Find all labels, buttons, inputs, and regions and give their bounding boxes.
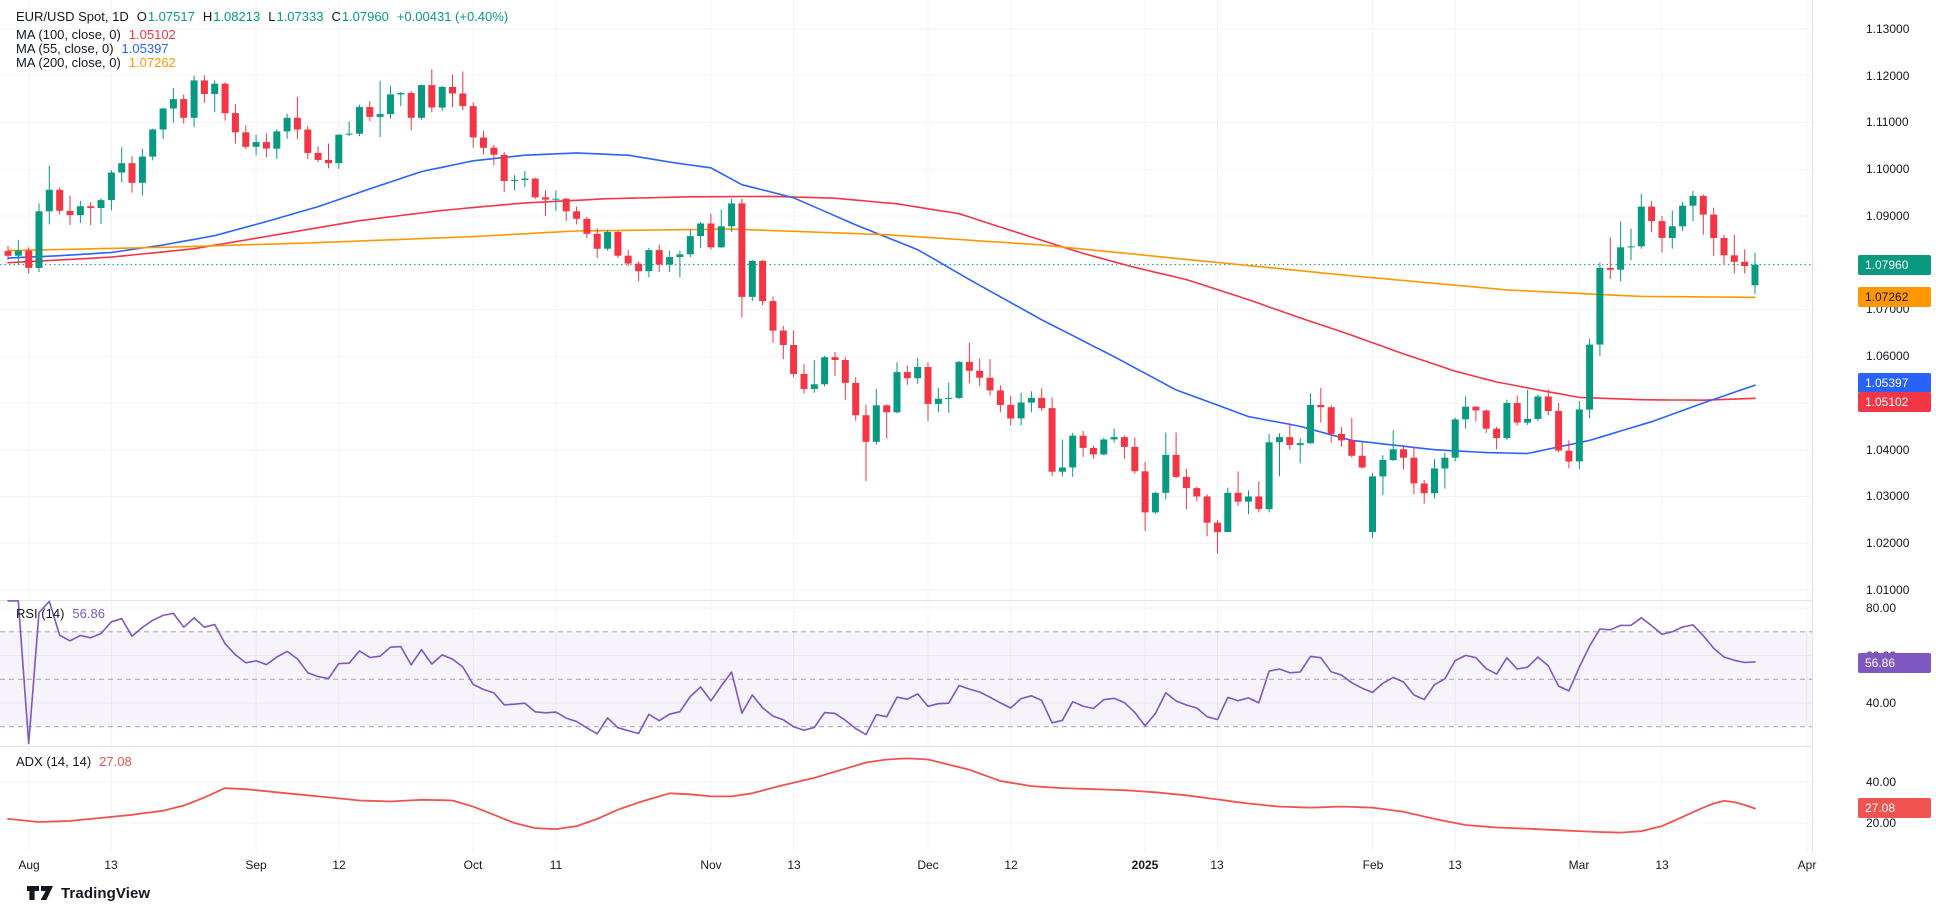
time-axis-label: 13 [1655,858,1669,872]
ma100-legend[interactable]: MA (100, close, 0) 1.05102 [16,27,176,42]
ma200-value: 1.07262 [128,55,176,70]
ma55-price-badge: 1.05397 [1858,373,1931,393]
ma200-label: MA (200, close, 0) [16,55,121,70]
time-axis-label: 12 [1004,858,1018,872]
rsi-line[interactable] [7,600,1756,745]
rsi-axis-label: 40.00 [1866,696,1897,710]
time-axis-label: Dec [917,858,939,872]
time-axis-label: Feb [1362,858,1384,872]
ma200-price-badge: 1.07262 [1858,287,1931,307]
time-axis-label: Oct [463,858,483,872]
change-label: +0.00431 (+0.40%) [396,9,509,24]
ohlc-low: L 1.07333 [268,9,324,24]
ma55-value: 1.05397 [121,41,169,56]
time-axis[interactable]: Aug 13 Sep 12 Oct 11 Nov 13 Dec 12 2025 13 Feb 13 Mar 1… [0,852,1936,878]
time-axis-label: Aug [18,858,40,872]
time-axis-label: Sep [245,858,267,872]
symbol-legend[interactable]: EUR/USD Spot, 1D O 1.07517 H 1.08213 L 1.07… [16,9,508,24]
price-axis-label: 1.02000 [1866,536,1910,550]
time-axis-label: Apr [1797,858,1817,872]
time-axis-label: 13 [1448,858,1462,872]
time-axis-label: 11 [549,858,563,872]
adx-line[interactable] [7,757,1756,834]
price-axis[interactable]: 1.13000 1.12000 1.11000 1.10000 1.09000 1.070… [1813,0,1936,877]
ma100-line[interactable] [7,195,1756,402]
tradingview-logo[interactable]: TradingView [26,883,150,903]
ma200-legend[interactable]: MA (200, close, 0) 1.07262 [16,55,176,70]
ma100-label: MA (100, close, 0) [16,27,121,42]
price-axis-label: 1.12000 [1866,69,1910,83]
time-axis-label: 13 [104,858,118,872]
ma55-label: MA (55, close, 0) [16,41,114,56]
time-axis-label: Nov [700,858,722,872]
last-price-badge: 1.07960 [1858,255,1931,275]
price-axis-label: 1.01000 [1866,583,1910,597]
ma100-value: 1.05102 [128,27,176,42]
price-axis-label: 1.09000 [1866,209,1910,223]
time-axis-label: 12 [332,858,346,872]
time-axis-label: 13 [1210,858,1224,872]
rsi-value: 56.86 [72,606,105,621]
adx-axis-label: 20.00 [1866,816,1897,830]
adx-axis-label: 40.00 [1866,775,1897,789]
rsi-legend[interactable]: RSI (14) 56.86 [16,606,105,621]
ohlc-open: O 1.07517 [136,9,195,24]
time-axis-label: 13 [787,858,801,872]
time-axis-label: 2025 [1131,858,1159,872]
adx-value-badge: 27.08 [1858,798,1931,818]
tradingview-logo-icon [27,886,53,900]
adx-value: 27.08 [99,754,132,769]
price-axis-label: 1.13000 [1866,22,1910,36]
ma100-price-badge: 1.05102 [1858,392,1931,412]
ma55-line[interactable] [7,152,1756,455]
ma200-line[interactable] [7,228,1756,299]
time-axis-label: Mar [1568,858,1590,872]
rsi-label: RSI (14) [16,606,65,621]
price-axis-label: 1.03000 [1866,489,1910,503]
tradingview-logo-text: TradingView [61,884,151,902]
price-axis-label: 1.10000 [1866,162,1910,176]
adx-legend[interactable]: ADX (14, 14) 27.08 [16,754,132,769]
price-axis-label: 1.06000 [1866,349,1910,363]
rsi-value-badge: 56.86 [1858,653,1931,673]
ma55-legend[interactable]: MA (55, close, 0) 1.05397 [16,41,169,56]
ohlc-high: H 1.08213 [202,9,261,24]
adx-label: ADX (14, 14) [16,754,92,769]
price-axis-label: 1.04000 [1866,443,1910,457]
symbol-title[interactable]: EUR/USD Spot, 1D [16,9,129,24]
candlestick-series[interactable] [4,69,1759,554]
ohlc-close: C 1.07960 [331,9,389,24]
rsi-axis-label: 80.00 [1866,601,1897,615]
price-axis-label: 1.11000 [1866,115,1909,129]
